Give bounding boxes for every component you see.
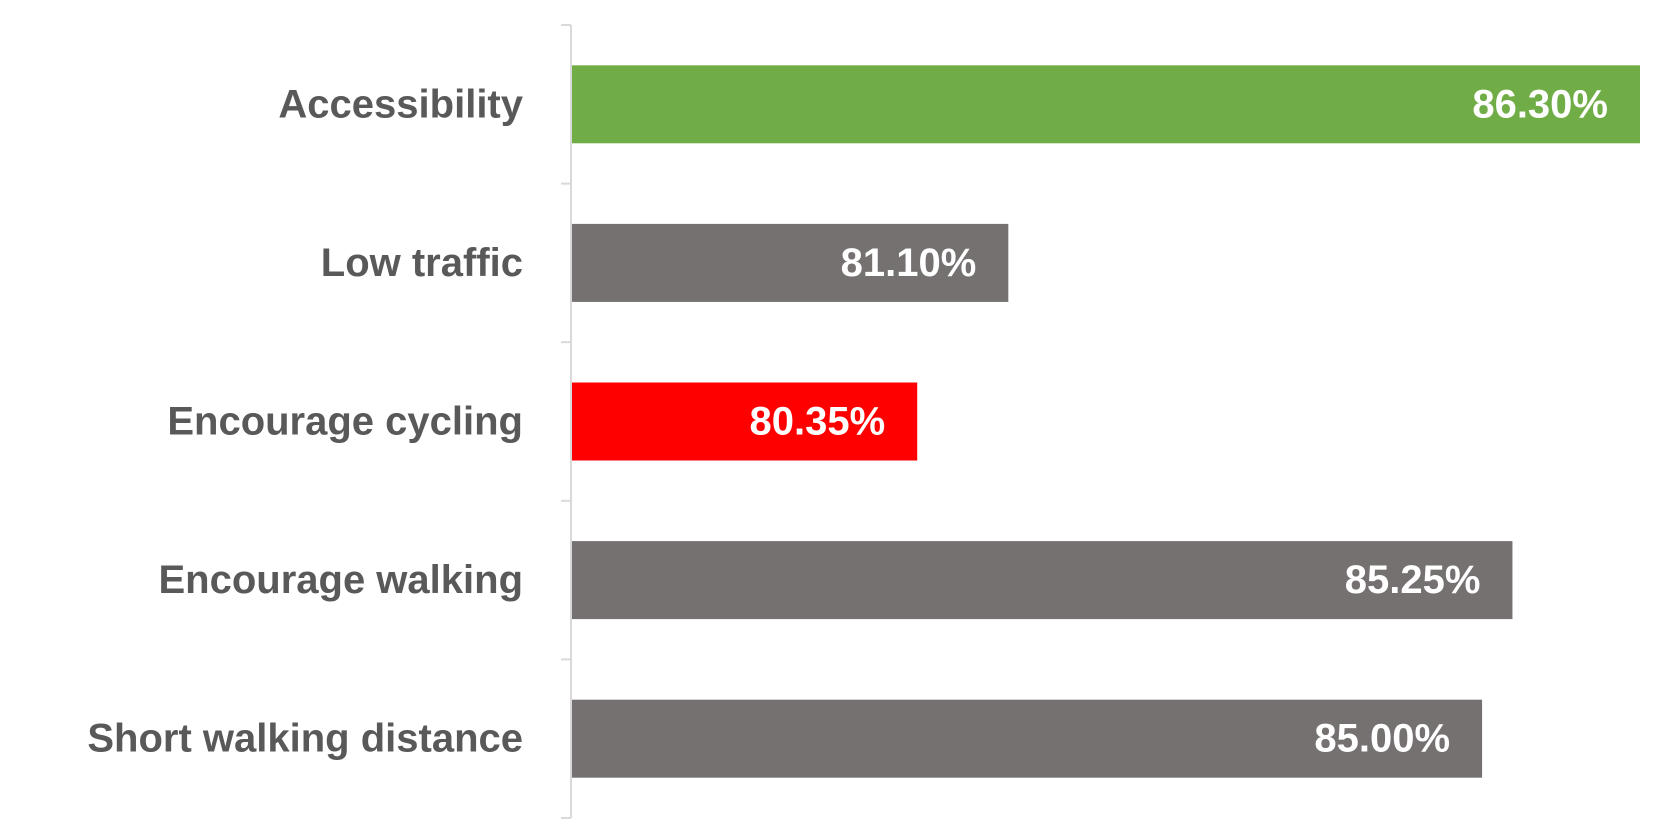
- bar-short-walking-distance: [571, 699, 1483, 778]
- category-label: Low traffic: [321, 241, 523, 285]
- category-label: Accessibility: [278, 82, 523, 126]
- category-label: Encourage walking: [158, 558, 523, 602]
- value-label: 80.35%: [750, 400, 886, 444]
- value-label: 86.30%: [1472, 82, 1608, 126]
- labels-layer: Accessibility 86.30% Low traffic 81.10% Enco…: [87, 82, 1608, 760]
- value-label: 81.10%: [841, 241, 977, 285]
- category-label: Short walking distance: [87, 717, 523, 761]
- value-label: 85.25%: [1345, 558, 1481, 602]
- bar-encourage-cycling: [571, 382, 918, 461]
- category-label: Encourage cycling: [167, 400, 523, 444]
- bars-layer: [571, 65, 1640, 778]
- bar-encourage-walking: [571, 541, 1513, 620]
- category-axis: [561, 24, 572, 819]
- bar-accessibility: [571, 65, 1640, 144]
- bar-low-traffic: [571, 223, 1009, 302]
- value-label: 85.00%: [1314, 717, 1450, 761]
